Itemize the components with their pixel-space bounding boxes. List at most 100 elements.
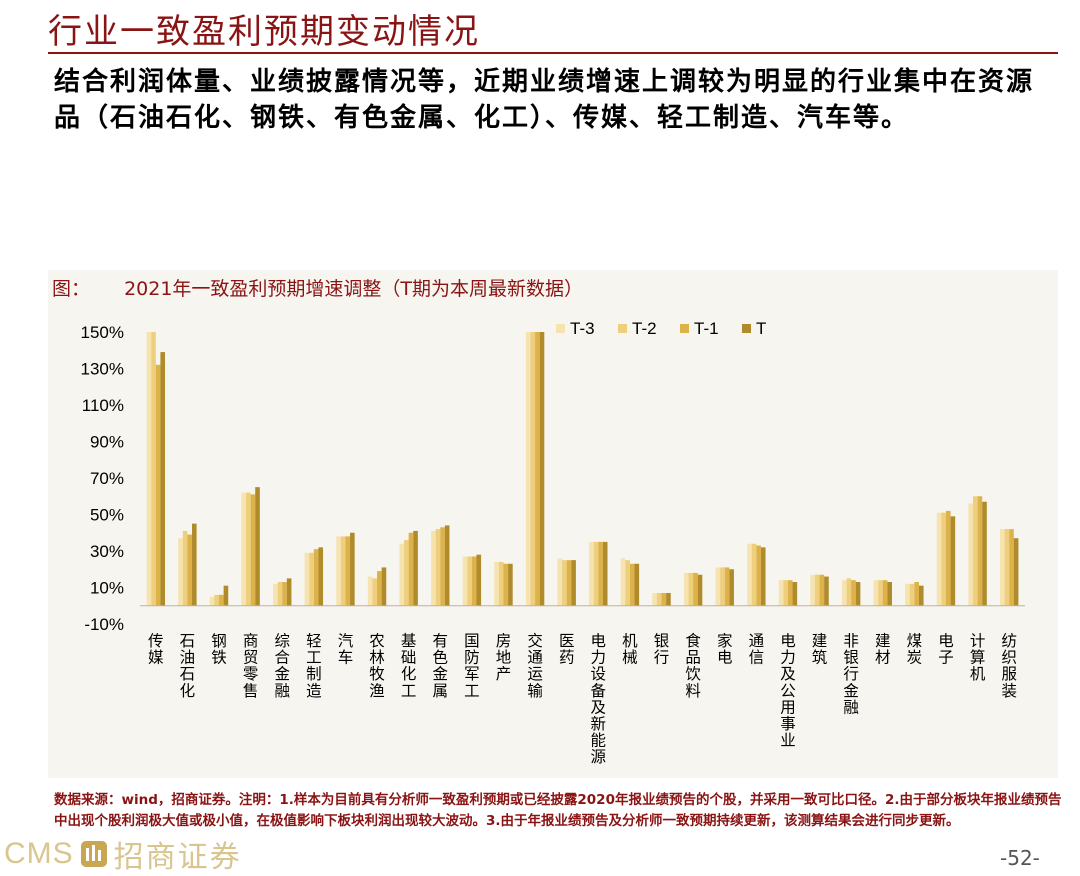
bar-T-17 [697,574,703,606]
bar-T-20 [792,582,798,606]
bar-T-1-10 [471,556,477,606]
bar-T-3-12 [525,332,531,606]
bar-T-2-2 [214,594,220,606]
x-tick-label: 银行 [654,632,670,667]
bar-T-1-24 [914,582,919,606]
bar-T-2-13 [562,560,567,606]
x-tick-label: 建筑 [812,632,828,667]
bar-T-1-23 [882,580,888,606]
bar-T-2-14 [593,541,599,606]
bar-T-2-16 [656,592,662,606]
legend-swatch [742,324,751,333]
bar-T-7 [381,567,387,606]
bar-T-3-24 [905,583,910,606]
bar-T-1-7 [377,571,382,606]
bar-T-2-0 [151,332,156,606]
bar-T-3-22 [841,580,847,606]
bar-T-15 [634,563,640,606]
bar-T-1-19 [756,545,761,606]
cms-logo-icon [80,841,107,867]
page-title: 行业一致盈利预期变动情况 [48,12,480,52]
bar-T-3-3 [241,492,247,606]
bar-T-2-3 [246,492,251,606]
bar-T-1-15 [629,563,635,606]
bar-T-8 [413,530,418,606]
y-tick-label: 10% [90,579,124,598]
bar-T-24 [918,585,924,606]
y-tick-label: 130% [81,360,124,379]
bar-T-1-9 [440,527,445,606]
x-tick-label: 农林牧渔 [369,632,385,700]
bar-T-1-14 [598,541,603,606]
bar-T-3-0 [146,332,152,606]
data-source-notes: 数据来源：wind，招商证券。注明：1.样本为目前具有分析师一致盈利预期或已经披… [54,792,1062,829]
bar-T-2-5 [309,552,314,606]
bar-T-5 [318,547,324,606]
x-tick-label: 煤炭 [907,632,923,667]
bar-T-3-26 [968,503,973,606]
bar-T-21 [824,576,829,606]
x-tick-label: 钢铁 [211,632,227,667]
bar-T-10 [476,554,482,606]
bar-T-3-7 [367,576,373,606]
chart-caption: 图： 2021年一致盈利预期增速调整（T期为本周最新数据） [52,274,583,301]
bar-T-18 [729,569,734,606]
bar-T-2-22 [846,578,852,606]
bar-T-2-8 [404,540,409,606]
bar-T-3-6 [336,536,341,606]
legend-label: T-2 [632,319,657,338]
bar-T-2-15 [625,560,630,606]
bar-T-13 [571,560,576,606]
chart-panel [48,270,1058,778]
bar-T-2-17 [688,572,694,606]
bar-T-3-1 [178,538,183,606]
bar-T-3-16 [652,592,657,606]
y-tick-label: -10% [84,615,124,634]
bar-T-1-12 [535,332,540,606]
logo-cms-text: CMS [4,837,74,870]
x-tick-label: 电力及公用事业 [780,632,796,750]
bar-T-1-22 [851,580,856,606]
y-tick-label: 70% [90,469,124,488]
bar-T-3-2 [209,596,215,606]
bar-T-1-25 [945,510,951,606]
x-tick-label: 综合金融 [274,632,290,700]
x-tick-label: 有色金属 [433,632,449,700]
bar-T-2-24 [909,583,915,606]
bar-T-9 [444,525,450,606]
bar-T-1-27 [1009,529,1014,606]
x-tick-label: 基础化工 [401,632,417,700]
x-tick-label: 建材 [875,632,891,667]
bar-T-1-0 [155,364,161,606]
bar-T-1-8 [408,532,414,606]
bar-T-2-6 [340,536,346,606]
legend-label: T-1 [694,319,719,338]
bar-T-3-14 [589,541,594,606]
bar-T-3 [255,487,260,606]
y-tick-label: 90% [90,433,124,452]
bar-T-3-23 [873,580,879,606]
bar-T-2-19 [751,543,757,606]
bar-T-3-10 [462,556,468,606]
x-tick-label: 计算机 [970,632,986,683]
bar-T-1-2 [219,594,224,606]
x-tick-label: 轻工制造 [306,632,322,700]
bar-T-1-13 [566,560,572,606]
x-tick-label: 商贸零售 [243,632,259,700]
x-tick-label: 纺织服装 [1001,632,1017,700]
page-number: -52- [1000,846,1040,870]
bar-T-1 [192,523,197,606]
legend-swatch [556,324,565,333]
x-tick-label: 汽车 [338,632,354,667]
chart-caption-text: 2021年一致盈利预期增速调整（T期为本周最新数据） [124,278,584,300]
bar-T-3-13 [557,558,563,606]
bar-T-1-18 [724,567,730,606]
bar-T-3-5 [304,552,310,606]
x-tick-label: 电力设备及新能源 [591,632,607,766]
legend-swatch [680,324,689,333]
bar-T-16 [666,592,671,606]
bar-T-19 [760,547,766,606]
x-tick-label: 交通运输 [527,632,543,700]
bar-T-25 [950,516,956,606]
